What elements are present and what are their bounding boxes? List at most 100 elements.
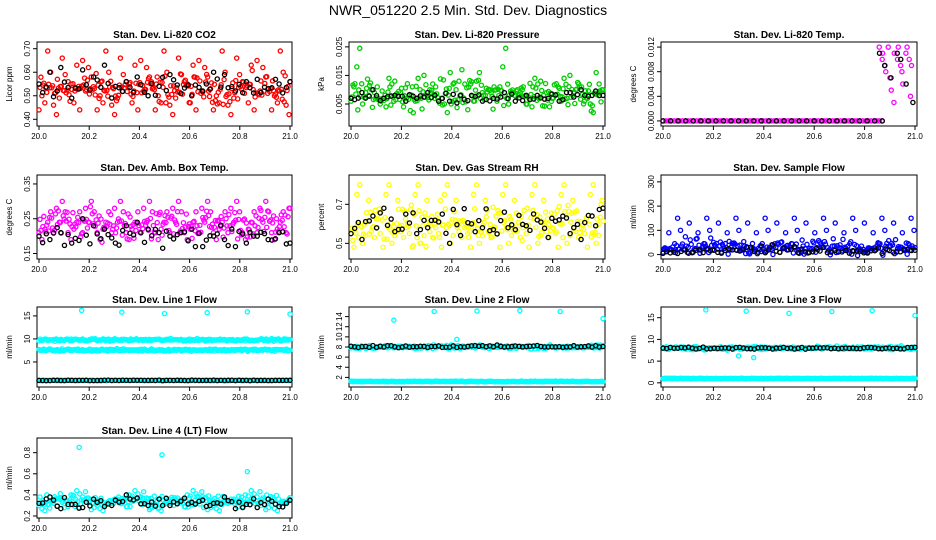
- data-point: [50, 102, 57, 108]
- panel-line4: Stan. Dev. Line 4 (LT) Flow 20.0 20.2 20.4 2…: [5, 426, 298, 533]
- data-point: [100, 100, 106, 106]
- data-point: [159, 245, 166, 251]
- x-tick-label: 20.6: [806, 132, 822, 141]
- data-point: [907, 93, 914, 100]
- data-point: [891, 99, 897, 106]
- data-point: [517, 307, 523, 314]
- data-point: [143, 64, 150, 71]
- data-point: [120, 71, 127, 78]
- data-point: [410, 210, 416, 216]
- data-point: [236, 209, 243, 215]
- data-point: [204, 309, 210, 316]
- data-point: [590, 109, 597, 116]
- data-point: [387, 226, 393, 233]
- data-point: [829, 308, 835, 315]
- data-point: [576, 229, 583, 236]
- data-point: [497, 217, 504, 224]
- data-point: [261, 501, 268, 508]
- data-point: [117, 198, 124, 205]
- data-point: [545, 221, 552, 227]
- data-point: [762, 215, 768, 221]
- data-point: [523, 230, 529, 237]
- data-point: [530, 84, 536, 90]
- data-point: [665, 118, 672, 124]
- data-point: [105, 80, 111, 87]
- data-point: [349, 225, 355, 232]
- data-point: [93, 70, 99, 77]
- data-point: [500, 64, 506, 70]
- data-point: [419, 106, 425, 112]
- data-point: [180, 219, 187, 226]
- data-point: [196, 57, 202, 64]
- data-point: [441, 101, 448, 107]
- data-point: [750, 118, 757, 124]
- data-point: [269, 85, 275, 91]
- figure-title: NWR_051220 2.5 Min. Std. Dev. Diagnostic…: [328, 2, 608, 18]
- data-point: [167, 71, 173, 78]
- panel-title: Stan. Dev. Line 3 Flow: [737, 295, 842, 306]
- data-point: [872, 247, 878, 254]
- y-tick-label: 100: [647, 223, 656, 237]
- data-point: [384, 236, 390, 243]
- data-point: [555, 244, 561, 250]
- data-point: [277, 48, 284, 54]
- y-tick-label: 0.6: [23, 468, 32, 480]
- y-tick-label: 6: [335, 354, 344, 359]
- data-point: [883, 68, 889, 75]
- data-point: [590, 182, 597, 188]
- data-point: [155, 236, 161, 243]
- data-point: [354, 64, 360, 70]
- data-point: [456, 78, 462, 84]
- data-point: [287, 205, 293, 212]
- data-point: [123, 492, 130, 498]
- x-tick-label: 20.2: [81, 524, 97, 533]
- x-tick-label: 20.6: [806, 393, 822, 402]
- panel-title: Stan. Dev. Gas Stream RH: [415, 163, 538, 174]
- data-point: [269, 220, 276, 226]
- data-point: [135, 209, 141, 215]
- data-point: [383, 191, 389, 198]
- x-tick-label: 20.0: [655, 265, 671, 274]
- data-point: [111, 111, 118, 118]
- x-tick-label: 20.4: [444, 132, 460, 141]
- data-point: [226, 211, 232, 218]
- data-point: [140, 488, 147, 495]
- data-point: [479, 232, 486, 239]
- data-point: [99, 78, 105, 84]
- data-point: [799, 237, 805, 243]
- data-point: [161, 48, 167, 54]
- y-axis-label: ml/min: [5, 335, 14, 359]
- data-point: [228, 111, 234, 118]
- data-point: [571, 224, 577, 231]
- y-tick-label: 15: [647, 313, 656, 322]
- data-point: [147, 215, 154, 222]
- data-point: [83, 232, 90, 238]
- data-point: [90, 222, 97, 229]
- data-point: [112, 230, 119, 236]
- data-point: [58, 505, 64, 512]
- x-tick-label: 20.6: [806, 265, 822, 274]
- plot-frame: [660, 41, 918, 127]
- x-tick-label: 20.4: [132, 524, 148, 533]
- data-point: [382, 214, 388, 221]
- data-point: [475, 77, 482, 84]
- data-point: [263, 73, 270, 80]
- data-point: [448, 219, 454, 226]
- data-point: [468, 78, 475, 85]
- data-point: [479, 224, 486, 231]
- data-point: [138, 230, 144, 236]
- data-point: [79, 57, 86, 64]
- data-point: [87, 87, 93, 93]
- data-point: [400, 104, 407, 110]
- data-point: [743, 118, 749, 124]
- data-point: [879, 50, 886, 56]
- data-point: [130, 93, 136, 100]
- data-point: [210, 69, 217, 75]
- data-point: [287, 347, 293, 353]
- data-point: [413, 95, 420, 102]
- data-point: [435, 219, 442, 225]
- data-point: [707, 235, 714, 241]
- data-points: [348, 45, 606, 116]
- data-point: [468, 221, 475, 227]
- data-point: [168, 83, 174, 89]
